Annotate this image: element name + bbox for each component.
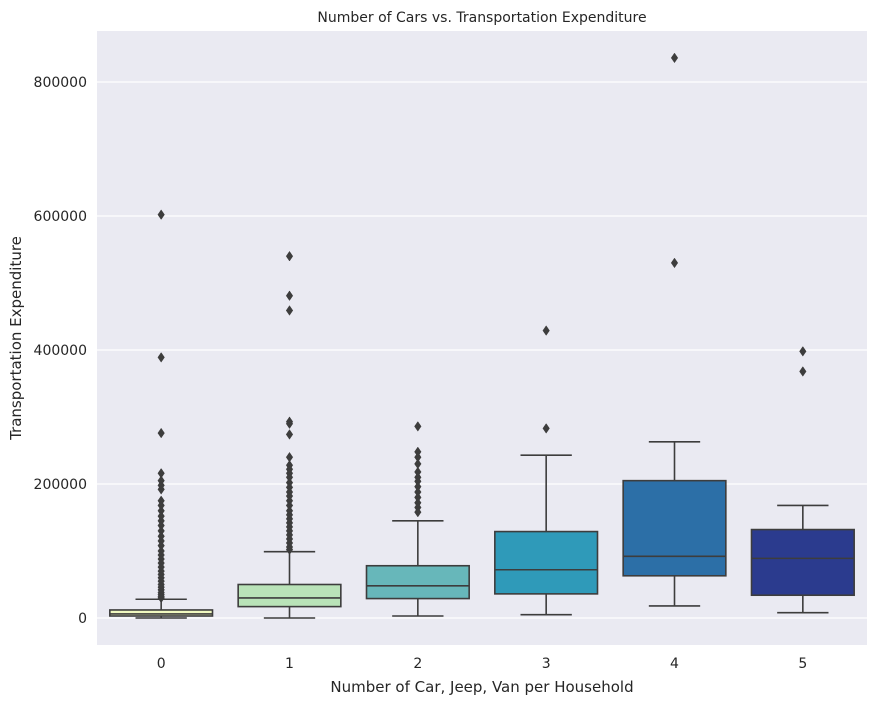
x-tick-label: 5 (798, 656, 807, 672)
box-group-5 (750, 346, 855, 614)
box-group-2 (365, 421, 470, 617)
box-group-0 (109, 209, 214, 619)
x-tick-label: 3 (542, 656, 551, 672)
y-tick-label: 0 (78, 611, 87, 627)
outlier-point (799, 366, 807, 377)
y-tick-label: 200000 (34, 477, 87, 493)
tick-layer: 0 200000 400000 600000 800000 0 1 2 3 4 5 (34, 75, 808, 672)
plot-background (97, 31, 867, 645)
x-tick-label: 1 (285, 656, 294, 672)
y-axis-label: Transportation Expenditure (7, 236, 25, 441)
box-iqr (622, 479, 727, 577)
y-tick-label: 600000 (34, 209, 87, 225)
outlier-point (799, 346, 807, 357)
grid-layer (97, 81, 867, 619)
outlier-point (285, 305, 294, 316)
outlier-point (157, 352, 165, 363)
box-group-1 (237, 250, 342, 619)
x-tick-label: 0 (157, 656, 166, 672)
outlier-point (542, 423, 550, 434)
outlier-point (157, 427, 165, 439)
y-tick-label: 800000 (34, 75, 87, 91)
outlier-point (285, 250, 294, 262)
outlier-point (414, 421, 422, 432)
outlier-point (157, 592, 165, 604)
outlier-point (414, 506, 422, 518)
outlier-point (285, 418, 294, 429)
outlier-point (157, 484, 165, 495)
box-iqr (109, 609, 214, 617)
chart-title: Number of Cars vs. Transportation Expend… (317, 10, 646, 26)
outlier-point (285, 429, 294, 440)
y-tick-label: 400000 (34, 343, 87, 359)
outlier-point (542, 325, 550, 336)
outlier-point (157, 209, 165, 220)
box-group-3 (494, 325, 599, 616)
box-group-4 (622, 52, 727, 607)
box-iqr (237, 583, 342, 608)
box-layer (109, 52, 855, 619)
box-iqr (365, 564, 470, 600)
outlier-point (670, 257, 679, 269)
x-axis-label: Number of Car, Jeep, Van per Household (330, 678, 633, 696)
x-tick-label: 2 (413, 656, 422, 672)
x-tick-label: 4 (670, 656, 679, 672)
outlier-point (670, 52, 679, 64)
box-iqr (750, 528, 855, 597)
box-iqr (494, 530, 599, 595)
outlier-point (285, 544, 294, 555)
outlier-point (285, 290, 294, 301)
